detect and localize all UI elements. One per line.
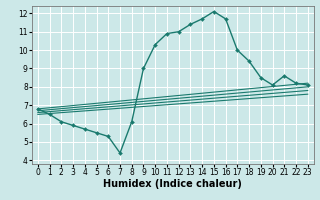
X-axis label: Humidex (Indice chaleur): Humidex (Indice chaleur) bbox=[103, 179, 242, 189]
